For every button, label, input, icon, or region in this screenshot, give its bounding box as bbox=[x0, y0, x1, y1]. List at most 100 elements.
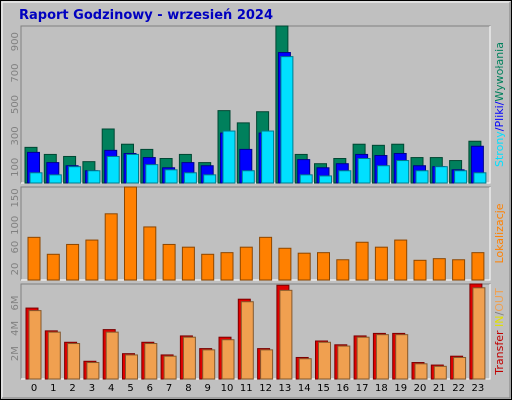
y-tick-label: 500 bbox=[10, 95, 21, 114]
x-tick-label: 11 bbox=[240, 383, 253, 394]
chart-title: Raport Godzinowy - wrzesień 2024 bbox=[19, 8, 273, 23]
bar bbox=[241, 170, 255, 184]
x-tick-label: 12 bbox=[259, 383, 272, 394]
bar bbox=[28, 310, 42, 380]
x-tick-label: 16 bbox=[336, 383, 349, 394]
bar bbox=[394, 239, 408, 281]
bar bbox=[85, 239, 99, 281]
bar bbox=[472, 287, 486, 380]
plot-bevel bbox=[21, 187, 491, 281]
x-tick-label: 7 bbox=[166, 383, 172, 394]
bar bbox=[297, 252, 311, 281]
bar bbox=[374, 246, 388, 281]
bar bbox=[126, 153, 139, 184]
bar bbox=[278, 247, 292, 281]
x-tick-label: 14 bbox=[298, 383, 311, 394]
x-tick-label: 17 bbox=[356, 383, 369, 394]
bar bbox=[182, 336, 196, 380]
bar bbox=[105, 331, 119, 380]
bar bbox=[454, 170, 468, 184]
y-tick-label: 20 bbox=[10, 263, 21, 276]
x-tick-label: 23 bbox=[472, 383, 485, 394]
y-tick-label: 6M bbox=[10, 296, 21, 311]
bar bbox=[203, 174, 217, 184]
bar bbox=[338, 170, 352, 184]
bevel bbox=[2, 2, 511, 399]
x-tick-label: 20 bbox=[414, 383, 427, 394]
bar bbox=[317, 252, 330, 281]
legend: Strony/Pliki/Wywołania bbox=[493, 42, 506, 167]
bar bbox=[279, 289, 293, 380]
bar bbox=[280, 56, 294, 184]
bar bbox=[432, 258, 446, 281]
bar bbox=[106, 155, 120, 184]
legend-title: Transfer bbox=[493, 330, 506, 376]
bar bbox=[355, 241, 369, 281]
bar bbox=[336, 259, 350, 281]
plot-area bbox=[20, 25, 491, 184]
y-tick-label: 4M bbox=[10, 321, 21, 336]
plot-area bbox=[20, 186, 491, 281]
bar bbox=[396, 160, 410, 184]
x-tick-label: 4 bbox=[108, 383, 114, 394]
legend-separator: / bbox=[493, 101, 506, 105]
bar bbox=[357, 158, 371, 184]
bar bbox=[413, 259, 427, 281]
x-tick-label: 2 bbox=[69, 383, 75, 394]
bar bbox=[414, 363, 428, 380]
y-tick-label: 700 bbox=[10, 64, 21, 83]
y-tick-label: 100 bbox=[10, 216, 21, 235]
legend-entry: IN bbox=[493, 315, 506, 326]
bar bbox=[260, 349, 274, 380]
bar bbox=[181, 246, 195, 281]
legend-entry: Pliki bbox=[493, 105, 506, 127]
bar bbox=[240, 301, 254, 380]
y-tick-label: 900 bbox=[10, 32, 21, 51]
bar bbox=[395, 334, 409, 380]
x-tick-label: 5 bbox=[127, 383, 133, 394]
bar bbox=[29, 172, 43, 184]
plot-bevel bbox=[21, 284, 491, 380]
y-tick-label: 300 bbox=[10, 126, 21, 145]
bar bbox=[298, 358, 312, 380]
bar bbox=[222, 130, 236, 184]
x-tick-label: 1 bbox=[50, 383, 56, 394]
legend-separator: / bbox=[493, 311, 506, 315]
legend: Lokalizacje bbox=[493, 203, 506, 263]
bar bbox=[87, 170, 101, 184]
x-tick-label: 15 bbox=[317, 383, 330, 394]
bar bbox=[67, 343, 81, 380]
bar bbox=[104, 213, 118, 281]
bar bbox=[453, 356, 467, 380]
y-tick-label: 60 bbox=[10, 241, 21, 254]
bar bbox=[124, 186, 137, 281]
x-tick-label: 6 bbox=[147, 383, 153, 394]
bar bbox=[415, 170, 429, 184]
bar bbox=[261, 130, 275, 184]
bar bbox=[471, 252, 485, 281]
bar bbox=[299, 174, 313, 184]
bar bbox=[473, 172, 487, 184]
x-tick-label: 19 bbox=[394, 383, 407, 394]
bar bbox=[183, 172, 197, 184]
x-tick-label: 3 bbox=[89, 383, 95, 394]
bar bbox=[375, 334, 389, 380]
legend: Transfer IN/OUT bbox=[493, 288, 506, 376]
bar bbox=[452, 259, 466, 281]
y-tick-label: 150 bbox=[10, 188, 21, 207]
bar bbox=[201, 253, 215, 281]
bar bbox=[47, 331, 61, 380]
bar bbox=[145, 164, 159, 184]
x-tick-label: 10 bbox=[221, 383, 234, 394]
x-tick-label: 18 bbox=[375, 383, 388, 394]
bar bbox=[48, 174, 62, 184]
bar bbox=[68, 166, 82, 184]
bar bbox=[318, 341, 331, 380]
x-tick-label: 0 bbox=[31, 383, 37, 394]
legend-separator: / bbox=[493, 127, 506, 131]
bar bbox=[376, 165, 390, 184]
bar bbox=[143, 226, 157, 281]
bar bbox=[221, 339, 235, 380]
bar bbox=[220, 252, 234, 281]
